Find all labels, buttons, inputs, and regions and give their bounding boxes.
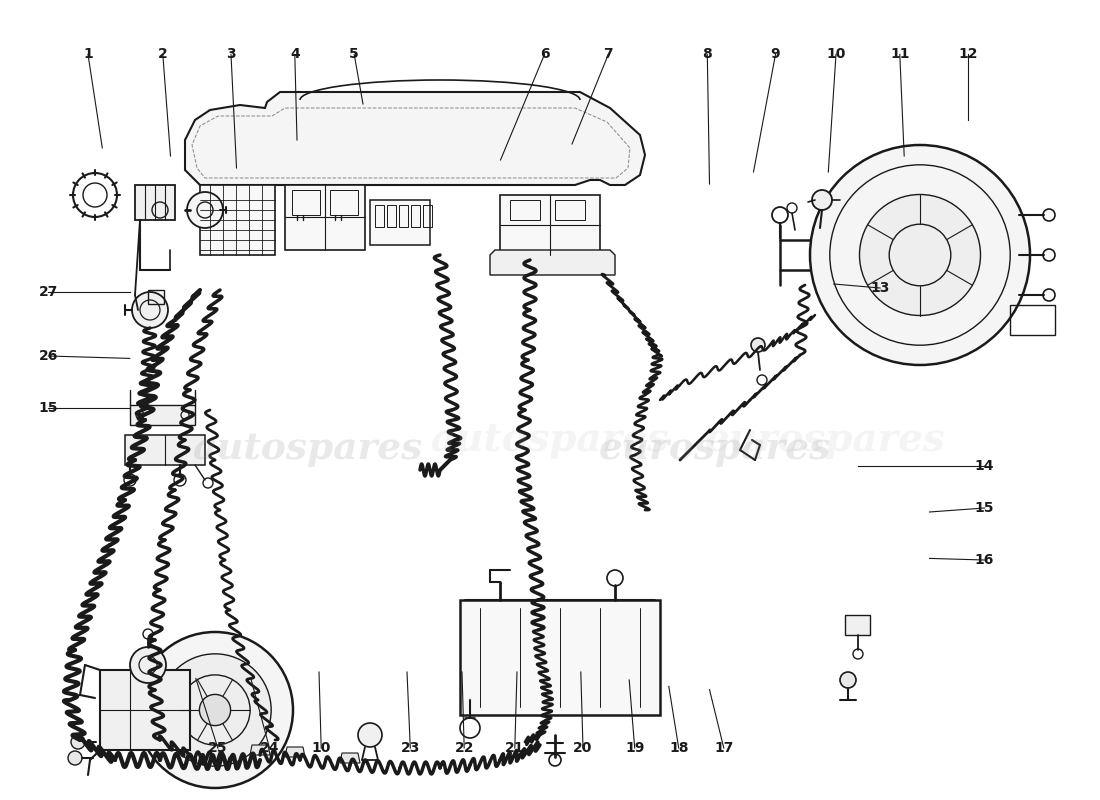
Circle shape xyxy=(840,672,856,688)
Text: eurospares: eurospares xyxy=(598,430,832,466)
Text: 2: 2 xyxy=(158,47,167,62)
Bar xyxy=(200,185,275,255)
Text: 12: 12 xyxy=(958,47,978,62)
Text: 27: 27 xyxy=(39,285,58,299)
Text: 18: 18 xyxy=(669,741,689,755)
Bar xyxy=(330,190,358,215)
Text: 3: 3 xyxy=(227,47,235,62)
Bar xyxy=(130,405,195,425)
Text: 14: 14 xyxy=(975,458,994,473)
Text: 23: 23 xyxy=(400,741,420,755)
Text: 13: 13 xyxy=(870,281,890,295)
Circle shape xyxy=(810,145,1030,365)
Polygon shape xyxy=(340,753,360,763)
Text: eurospares: eurospares xyxy=(705,421,945,459)
Polygon shape xyxy=(285,747,305,757)
Circle shape xyxy=(130,647,166,683)
Bar xyxy=(135,185,175,220)
Circle shape xyxy=(158,654,272,766)
Polygon shape xyxy=(490,250,615,275)
Text: 16: 16 xyxy=(975,553,994,567)
Bar xyxy=(556,200,585,220)
Polygon shape xyxy=(185,92,645,185)
Text: 21: 21 xyxy=(505,741,525,755)
Circle shape xyxy=(358,723,382,747)
Circle shape xyxy=(68,751,82,765)
Bar xyxy=(845,615,870,635)
Polygon shape xyxy=(250,745,270,755)
Text: 10: 10 xyxy=(311,741,331,755)
Circle shape xyxy=(751,338,764,352)
Circle shape xyxy=(132,292,168,328)
Text: 26: 26 xyxy=(39,349,58,363)
Circle shape xyxy=(187,192,223,228)
Circle shape xyxy=(199,694,231,726)
Text: 15: 15 xyxy=(39,401,58,415)
Text: 17: 17 xyxy=(714,741,734,755)
Bar xyxy=(375,205,384,227)
Text: 15: 15 xyxy=(975,501,994,515)
Bar xyxy=(285,185,365,250)
Text: 8: 8 xyxy=(703,47,712,62)
Text: 7: 7 xyxy=(604,47,613,62)
Bar xyxy=(424,205,432,227)
Text: 25: 25 xyxy=(208,741,228,755)
Bar xyxy=(292,190,320,215)
Bar xyxy=(370,200,430,245)
Bar xyxy=(125,435,205,465)
Bar xyxy=(1010,305,1055,335)
Circle shape xyxy=(72,735,85,749)
Text: autospares: autospares xyxy=(192,430,424,466)
Bar xyxy=(411,205,420,227)
Text: 9: 9 xyxy=(771,47,780,62)
Bar xyxy=(500,195,600,255)
Text: 11: 11 xyxy=(890,47,910,62)
Text: 24: 24 xyxy=(260,741,279,755)
Bar xyxy=(510,200,540,220)
Text: 22: 22 xyxy=(454,741,474,755)
Bar xyxy=(460,600,660,715)
Bar xyxy=(100,670,190,750)
Bar xyxy=(148,290,164,304)
Bar xyxy=(399,205,408,227)
Circle shape xyxy=(812,190,832,210)
Text: 10: 10 xyxy=(826,47,846,62)
Circle shape xyxy=(859,194,980,315)
Text: 1: 1 xyxy=(84,47,92,62)
Text: autospares: autospares xyxy=(430,421,670,459)
Text: 5: 5 xyxy=(350,47,359,62)
Circle shape xyxy=(138,632,293,788)
Text: 19: 19 xyxy=(625,741,645,755)
Bar xyxy=(387,205,396,227)
Text: 4: 4 xyxy=(290,47,299,62)
Text: 20: 20 xyxy=(573,741,593,755)
Text: 6: 6 xyxy=(540,47,549,62)
